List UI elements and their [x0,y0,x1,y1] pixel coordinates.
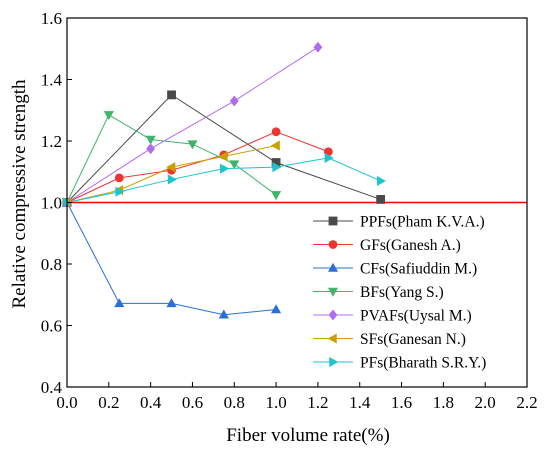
x-tick-label: 0.0 [56,393,77,412]
y-tick-label: 1.6 [41,9,62,28]
data-point [114,298,125,308]
data-point [324,152,334,163]
data-point [103,111,114,121]
x-tick-label: 2.2 [516,393,537,412]
data-point [145,135,156,145]
data-point [146,143,156,155]
ticks-group: 0.0 0.2 0.4 0.6 0.8 1.0 1.2 1.4 1.6 1.8 2.0 2.2 0.4 0… [41,9,538,412]
legend-item-2: GFs(Ganesh A.) [313,237,461,254]
series-line [66,202,277,316]
x-tick-label: 1.2 [307,393,328,412]
y-tick-label: 1.2 [41,132,62,151]
data-point [167,174,177,185]
data-point [218,151,228,162]
legend-item-6: SFs(Ganesan N.) [313,331,466,348]
data-point [167,90,176,100]
x-tick-label: 0.6 [182,393,203,412]
y-tick-label: 0.8 [41,255,62,274]
legend-marker [327,287,339,297]
legend-group: PPFs(Pham K.V.A.) GFs(Ganesh A.) CFs(Safiu… [313,214,486,372]
data-point [114,173,124,183]
x-axis-title: Fiber volume rate(%) [226,425,390,446]
legend-label: PVAFs(Uysal M.) [360,308,472,325]
x-tick-label: 1.4 [349,393,371,412]
legend-label: CFs(Safiuddin M.) [360,261,477,278]
data-point [166,162,176,173]
x-tick-label: 0.2 [98,393,119,412]
series-5 [62,41,323,208]
legend-item-7: PFs(Bharath S.R.Y.) [313,355,486,372]
data-point [376,195,386,204]
x-tick-label: 2.0 [475,393,496,412]
data-point [166,298,177,308]
series-2 [62,127,333,207]
legend-label: BFs(Yang S.) [360,284,444,301]
data-point [229,160,240,170]
legend-item-3: CFs(Safiuddin M.) [313,261,477,278]
data-point [229,95,239,107]
x-tick-label: 0.4 [140,393,162,412]
data-point [218,309,229,319]
y-tick-label: 0.6 [41,317,62,336]
x-tick-label: 1.6 [391,393,412,412]
data-point [187,140,198,150]
series-3 [61,197,282,319]
data-point [271,127,281,137]
data-point [313,41,323,53]
data-point [115,186,125,197]
y-tick-label: 1.4 [41,71,63,90]
legend-marker [329,356,339,368]
series-line [66,94,381,203]
data-point [220,163,230,174]
series-line [66,131,329,203]
data-point [272,162,282,173]
data-point [271,191,282,201]
x-tick-label: 1.0 [265,393,286,412]
legend-marker [328,216,338,226]
legend-item-5: PVAFs(Uysal M.) [313,308,472,325]
data-point [271,304,282,314]
legend-label: PPFs(Pham K.V.A.) [360,214,485,231]
y-tick-label: 0.4 [41,378,63,397]
series-4 [61,111,282,208]
series-group [61,41,386,319]
legend-label: PFs(Bharath S.R.Y.) [360,355,486,372]
y-axis-title: Relative compressive strength [9,79,30,308]
data-point [271,158,281,167]
legend-item-1: PPFs(Pham K.V.A.) [313,214,485,231]
legend-marker [328,309,338,321]
x-tick-label: 0.8 [224,393,245,412]
series-1 [62,90,386,207]
x-tick-label: 1.8 [433,393,454,412]
data-point [376,175,386,187]
legend-marker [328,240,338,249]
legend-marker [327,262,339,272]
series-line [66,114,277,203]
data-point [270,140,280,151]
legend-marker [327,333,337,344]
legend-label: GFs(Ganesh A.) [360,237,461,254]
series-line [66,46,319,203]
y-tick-label: 1.0 [41,194,62,213]
legend-label: SFs(Ganesan N.) [360,331,466,348]
series-7 [63,152,386,208]
legend-item-4: BFs(Yang S.) [313,284,444,301]
